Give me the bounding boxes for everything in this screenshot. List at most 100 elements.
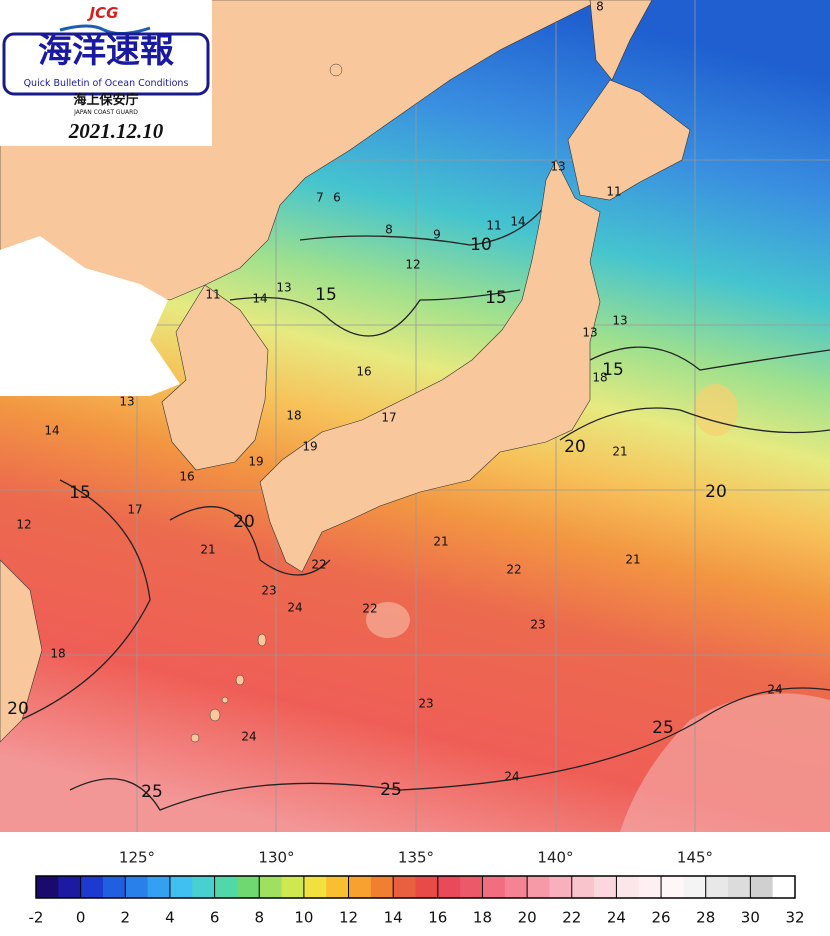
- contour-label: 13: [119, 395, 134, 409]
- colorbar-swatch: [125, 876, 149, 898]
- contour-label: 25: [141, 782, 163, 802]
- contour-label: 18: [286, 409, 301, 423]
- sakhalin: [589, 0, 653, 81]
- contour-labels: 8 7 6 8 9 10 11 14 12 11 13 14 15 15 16 17 18 19 13 14 15 17 1…: [7, 0, 782, 802]
- contour-label: 11: [205, 288, 220, 302]
- contour-label: 24: [767, 683, 782, 697]
- colorbar-tick-label: 14: [384, 909, 403, 927]
- colorbar-tick-label: 26: [652, 909, 671, 927]
- contour-label: 23: [530, 618, 545, 632]
- contour-label: 24: [241, 730, 256, 744]
- contour-label: 11: [606, 185, 621, 199]
- contour-label: 17: [381, 411, 396, 425]
- contour-label: 13: [550, 160, 565, 174]
- contour-label: 25: [652, 718, 674, 738]
- contour-label: 24: [287, 601, 302, 615]
- contour-label: 21: [200, 543, 215, 557]
- colorbar-swatch: [236, 876, 260, 898]
- colorbar-swatch: [705, 876, 729, 898]
- contour-label: 6: [333, 191, 341, 205]
- contour-label: 14: [252, 292, 267, 306]
- colorbar-tick-label: 20: [518, 909, 537, 927]
- contour-label: 20: [564, 437, 586, 457]
- contour-label: 13: [612, 314, 627, 328]
- contour-label: 11: [486, 219, 501, 233]
- hokkaido: [567, 79, 691, 201]
- longitude-label: 135°: [398, 849, 434, 867]
- contour-label: 15: [69, 483, 91, 503]
- longitude-labels: 125° 130° 135° 140° 145°: [119, 849, 713, 867]
- colorbar-swatch: [102, 876, 126, 898]
- colorbar-swatch: [36, 876, 59, 898]
- colorbar-tick-label: 0: [76, 909, 86, 927]
- colorbar-tick-label: 12: [339, 909, 358, 927]
- logo-title: 海洋速報: [38, 31, 174, 71]
- cool-eddy: [694, 384, 738, 436]
- contour-label: 15: [485, 288, 507, 308]
- contour-label: 7: [316, 191, 324, 205]
- logo-agency: 海上保安庁: [73, 92, 138, 108]
- colorbar-tick-label: 24: [607, 909, 626, 927]
- colorbar-tick-label: 22: [562, 909, 581, 927]
- colorbar-swatch: [661, 876, 684, 898]
- logo: JCG 海洋速報 Quick Bulletin of Ocean Conditi…: [0, 0, 212, 146]
- colorbar-swatch: [281, 876, 305, 898]
- contour-label: 19: [248, 455, 263, 469]
- contour-label: 12: [405, 258, 420, 272]
- colorbar-swatch: [527, 876, 550, 898]
- contour-label: 23: [418, 697, 433, 711]
- longitude-label: 130°: [258, 849, 294, 867]
- contour-label: 15: [602, 360, 624, 380]
- colorbar-tick-label: 4: [165, 909, 175, 927]
- contour-label: 12: [16, 518, 31, 532]
- colorbar-tick-label: 30: [741, 909, 760, 927]
- colorbar: -2 0 2 4 6 8 10 12 14 16 18 20 22 24 26 28 30 32: [29, 875, 805, 927]
- contour-label: 20: [233, 512, 255, 532]
- logo-frame: [2, 32, 210, 96]
- contour-label: 17: [127, 503, 142, 517]
- contour-label: 22: [311, 558, 326, 572]
- colorbar-swatch: [169, 876, 193, 898]
- colorbar-swatch: [147, 876, 171, 898]
- longitude-label: 125°: [119, 849, 155, 867]
- colorbar-swatch: [616, 876, 640, 898]
- contour-label: 21: [612, 445, 627, 459]
- colorbar-swatch: [303, 876, 327, 898]
- colorbar-tick-label: 18: [473, 909, 492, 927]
- colorbar-tick-label: 28: [696, 909, 715, 927]
- contours: [19, 199, 830, 811]
- contour-label: 9: [433, 228, 441, 242]
- ryukyu-islands: [190, 63, 343, 743]
- colorbar-swatch: [393, 876, 416, 898]
- japan-honshu: [259, 159, 601, 573]
- contour-label: 21: [433, 535, 448, 549]
- contour-label: 21: [625, 553, 640, 567]
- colorbar-swatch: [750, 876, 774, 898]
- contour-label: 16: [179, 470, 194, 484]
- colorbar-swatch: [370, 876, 394, 898]
- contour-label: 14: [510, 215, 525, 229]
- warm-zone: [620, 693, 830, 832]
- no-data-area: [0, 236, 180, 396]
- contour-label: 13: [276, 281, 291, 295]
- contour-label: 20: [705, 482, 727, 502]
- contour-label: 24: [504, 770, 519, 784]
- contour-label: 18: [50, 647, 65, 661]
- logo-subtitle: Quick Bulletin of Ocean Conditions: [24, 78, 189, 89]
- china-coast: [0, 559, 43, 743]
- contour-label: 18: [592, 371, 607, 385]
- colorbar-swatch: [214, 876, 238, 898]
- contour-label: 19: [302, 440, 317, 454]
- korea: [161, 284, 269, 471]
- contour-label: 8: [385, 223, 393, 237]
- colorbar-swatch: [460, 876, 483, 898]
- colorbar-swatch: [549, 876, 573, 898]
- colorbar-tick-label: 8: [254, 909, 264, 927]
- colorbar-swatch: [728, 876, 751, 898]
- contour-label: 22: [506, 563, 521, 577]
- contour-label: 14: [44, 424, 59, 438]
- colorbar-swatch: [571, 876, 595, 898]
- colorbar-tick-label: 6: [210, 909, 220, 927]
- colorbar-swatch: [772, 876, 796, 898]
- colorbar-swatch: [638, 876, 662, 898]
